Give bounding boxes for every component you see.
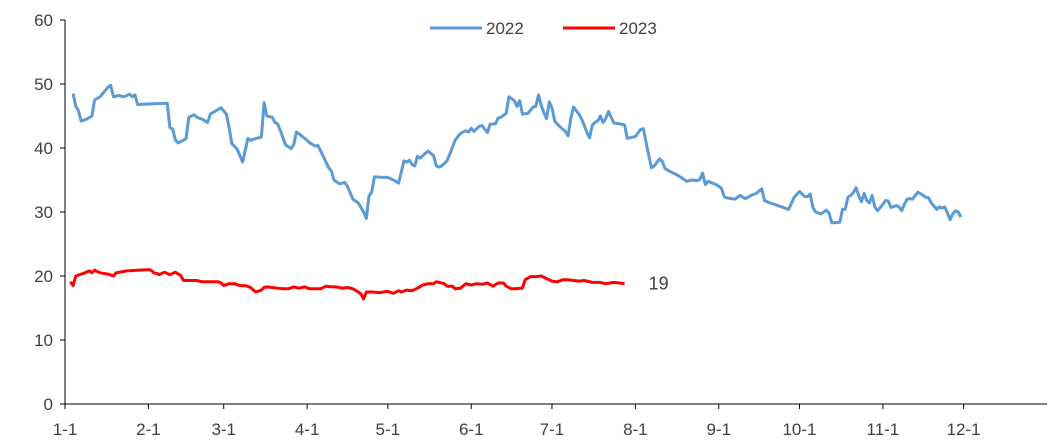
legend-label-2022: 2022: [486, 19, 524, 38]
x-tick-label: 11-1: [867, 420, 900, 439]
legend: 2022 2023: [430, 19, 657, 38]
y-tick-label: 30: [34, 203, 53, 222]
series-line-2023: [69, 268, 625, 301]
x-tick-label: 12-1: [947, 420, 981, 439]
x-tick-label: 3-1: [211, 420, 236, 439]
series-line-2022: [71, 83, 963, 225]
y-tick-label: 50: [34, 75, 53, 94]
x-tick-label: 2-1: [136, 420, 161, 439]
series-lines: [69, 83, 963, 301]
y-axis: 0 10 20 30 40 50 60: [34, 11, 66, 414]
y-tick-label: 20: [34, 267, 53, 286]
x-tick-label: 9-1: [706, 420, 731, 439]
x-axis: 1-1 2-1 3-1 4-1 5-1 6-1 7-1 8-1 9-1 10-1 11-1 12-1: [53, 403, 1047, 439]
y-tick-label: 10: [34, 331, 53, 350]
x-tick-label: 4-1: [295, 420, 320, 439]
annotations: 19: [649, 274, 669, 294]
y-tick-label: 40: [34, 139, 53, 158]
x-tick-label: 7-1: [540, 420, 565, 439]
y-tick-label: 60: [34, 11, 53, 30]
y-tick-label: 0: [44, 395, 53, 414]
legend-label-2023: 2023: [619, 19, 657, 38]
x-tick-label: 1-1: [53, 420, 78, 439]
x-tick-label: 8-1: [623, 420, 648, 439]
x-tick-label: 10-1: [782, 420, 816, 439]
x-tick-label: 6-1: [459, 420, 484, 439]
x-tick-label: 5-1: [376, 420, 401, 439]
end-value-label: 19: [649, 274, 669, 294]
